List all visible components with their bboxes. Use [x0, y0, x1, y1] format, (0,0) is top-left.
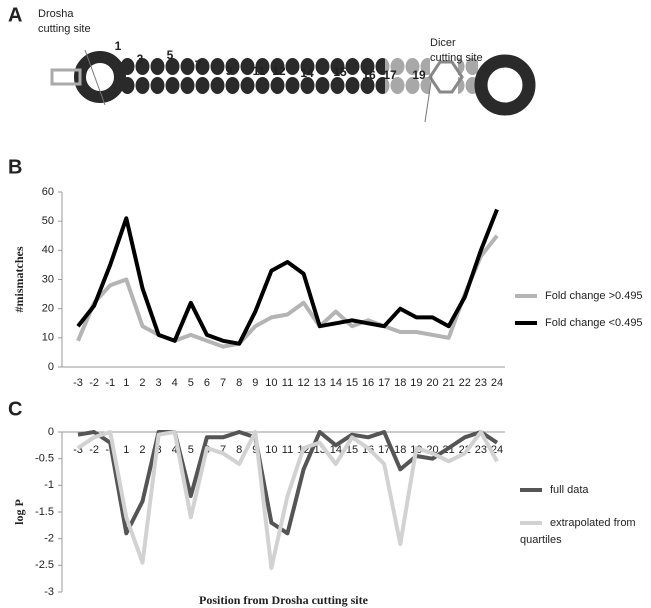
x-tick-label: 15 [346, 377, 358, 389]
legend-label: Fold change >0.495 [545, 290, 643, 302]
data-line [77, 430, 499, 536]
legend-label: Fold change <0.495 [545, 317, 643, 329]
x-tick-label: 3 [156, 377, 162, 389]
x-tick-label: 4 [172, 444, 178, 456]
y-tick-label: -0.5 [35, 453, 54, 465]
y-axis-title: #mismatches [12, 246, 26, 312]
position-number: 16 [362, 68, 376, 82]
x-tick-label: 7 [220, 377, 226, 389]
x-tick-label: 1 [123, 377, 129, 389]
y-tick-label: 40 [42, 244, 54, 256]
y-tick-label: 10 [42, 332, 54, 344]
x-tick-label: 2 [139, 444, 145, 456]
y-tick-label: 0 [48, 426, 54, 438]
panel-label: C [8, 398, 22, 420]
x-tick-label: 4 [172, 377, 178, 389]
x-tick-label: 10 [265, 377, 277, 389]
y-tick-label: -2.5 [35, 559, 54, 571]
y-tick-label: 30 [42, 273, 54, 285]
x-tick-label: 8 [236, 377, 242, 389]
x-tick-label: 18 [394, 377, 406, 389]
x-tick-label: 12 [297, 377, 309, 389]
x-tick-label: 20 [426, 377, 438, 389]
x-tick-label: 21 [443, 377, 455, 389]
dicer-label: cutting site [430, 52, 483, 64]
x-tick-label: -2 [89, 444, 99, 456]
data-line [76, 234, 499, 349]
position-number: 7 [195, 58, 202, 72]
x-tick-label: 10 [265, 444, 277, 456]
y-axis-title: log P [12, 499, 26, 525]
x-tick-label: 7 [220, 444, 226, 456]
x-tick-label: 8 [236, 444, 242, 456]
position-number: 9 [226, 64, 233, 78]
x-tick-label: 18 [394, 444, 406, 456]
position-number: 5 [167, 48, 174, 62]
x-tick-label: -3 [73, 377, 83, 389]
x-tick-label: 14 [330, 444, 342, 456]
panel-label: B [8, 156, 22, 178]
position-number: 12 [272, 64, 286, 78]
position-number: 3 [137, 52, 144, 66]
x-tick-label: 13 [314, 377, 326, 389]
x-tick-label: -1 [105, 377, 115, 389]
x-tick-label: 9 [252, 444, 258, 456]
x-tick-label: 16 [362, 377, 374, 389]
position-number: 11 [253, 64, 266, 78]
x-tick-label: 2 [139, 377, 145, 389]
position-number: 19 [412, 68, 426, 82]
x-tick-label: 15 [346, 444, 358, 456]
y-tick-label: 50 [42, 215, 54, 227]
y-tick-label: 60 [42, 186, 54, 198]
x-tick-label: 23 [475, 377, 487, 389]
y-tick-label: -3 [44, 586, 54, 598]
drosha-label: cutting site [38, 23, 91, 35]
data-line [76, 208, 499, 346]
x-tick-label: 11 [282, 377, 293, 389]
x-tick-label: 22 [459, 377, 471, 389]
x-tick-label: -3 [73, 444, 83, 456]
panel-label: A [8, 4, 22, 26]
x-tick-label: 23 [475, 444, 487, 456]
x-tick-label: 1 [123, 444, 129, 456]
x-tick-label: 6 [204, 377, 210, 389]
x-tick-label: 5 [188, 377, 194, 389]
position-number: 14 [300, 66, 314, 80]
x-tick-label: 24 [491, 377, 503, 389]
y-tick-label: -1 [44, 479, 54, 491]
position-number: 17 [383, 68, 397, 82]
dicer-label: Dicer [430, 37, 456, 49]
data-line [76, 430, 499, 570]
x-tick-label: 5 [188, 444, 194, 456]
x-axis-title: Position from Drosha cutting site [199, 593, 369, 607]
y-tick-label: 0 [48, 361, 54, 373]
x-tick-label: 17 [378, 377, 390, 389]
drosha-label: Drosha [38, 8, 74, 20]
x-tick-label: 14 [330, 377, 342, 389]
rna-hairpin [50, 49, 536, 123]
y-tick-label: -2 [44, 533, 54, 545]
position-number: 1 [115, 39, 122, 53]
position-number: 15 [333, 65, 347, 79]
x-tick-label: 9 [252, 377, 258, 389]
legend-label: full data [550, 484, 589, 496]
x-tick-label: 19 [410, 377, 422, 389]
x-tick-label: -2 [89, 377, 99, 389]
x-tick-label: 17 [378, 444, 390, 456]
legend-label: extrapolated from quartiles [520, 517, 636, 546]
y-tick-label: -1.5 [35, 506, 54, 518]
y-tick-label: 20 [42, 303, 54, 315]
x-tick-label: 11 [282, 444, 293, 456]
